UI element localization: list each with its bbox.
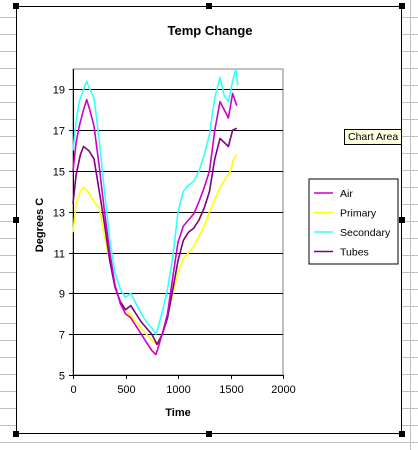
- series-line-tubes: [72, 127, 238, 346]
- resize-handle-top-left[interactable]: [13, 3, 19, 9]
- resize-handle-bottom-left[interactable]: [13, 431, 19, 437]
- series-line-primary: [72, 154, 238, 346]
- resize-handle-bottom-right[interactable]: [399, 431, 405, 437]
- x-tick-label: 0: [70, 384, 76, 396]
- x-tick-label: 500: [117, 384, 135, 396]
- y-tick-label: 19: [53, 85, 65, 97]
- series-line-secondary: [72, 68, 239, 336]
- x-tick-label: 1000: [166, 384, 190, 396]
- resize-handle-middle-right[interactable]: [399, 217, 405, 223]
- resize-handle-top-right[interactable]: [399, 3, 405, 9]
- y-tick-label: 13: [53, 208, 65, 220]
- x-axis-title: Time: [165, 407, 190, 419]
- x-tick-label: 2000: [271, 384, 295, 396]
- series-line-air: [72, 92, 238, 356]
- line-chart: Temp Change 5 7 9 11 13 15 17 19 0 500 1000 1500 200…: [34, 23, 399, 419]
- chart-area[interactable]: Temp Change 5 7 9 11 13 15 17 19 0 500 1000 1500 200…: [16, 6, 402, 434]
- y-tick-label: 11: [54, 249, 65, 261]
- y-tick-label: 9: [59, 289, 65, 301]
- y-tick-label: 5: [59, 371, 65, 383]
- legend-entry-air: Air: [340, 188, 353, 200]
- x-tick-label: 1500: [219, 384, 243, 396]
- resize-handle-top-middle[interactable]: [206, 3, 212, 9]
- legend[interactable]: Air Primary Secondary Tubes: [308, 178, 399, 265]
- legend-entry-primary: Primary: [340, 208, 377, 220]
- legend-entry-secondary: Secondary: [340, 227, 391, 239]
- chart-title: Temp Change: [168, 23, 253, 38]
- chart-area-tooltip: Chart Area: [344, 129, 403, 145]
- legend-entry-tubes: Tubes: [340, 247, 369, 259]
- resize-handle-middle-left[interactable]: [13, 217, 19, 223]
- y-tick-label: 15: [53, 167, 65, 179]
- resize-handle-bottom-middle[interactable]: [206, 431, 212, 437]
- y-tick-label: 7: [59, 330, 65, 342]
- plot-area: 5 7 9 11 13 15 17 19 0 500 1000 1500 2000: [53, 68, 296, 396]
- y-tick-label: 17: [53, 126, 65, 138]
- y-axis-title: Degrees C: [34, 198, 46, 252]
